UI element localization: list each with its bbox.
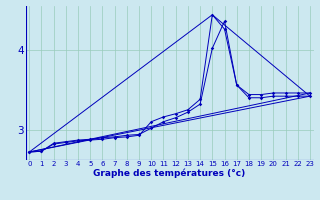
X-axis label: Graphe des températures (°c): Graphe des températures (°c) xyxy=(93,169,246,178)
